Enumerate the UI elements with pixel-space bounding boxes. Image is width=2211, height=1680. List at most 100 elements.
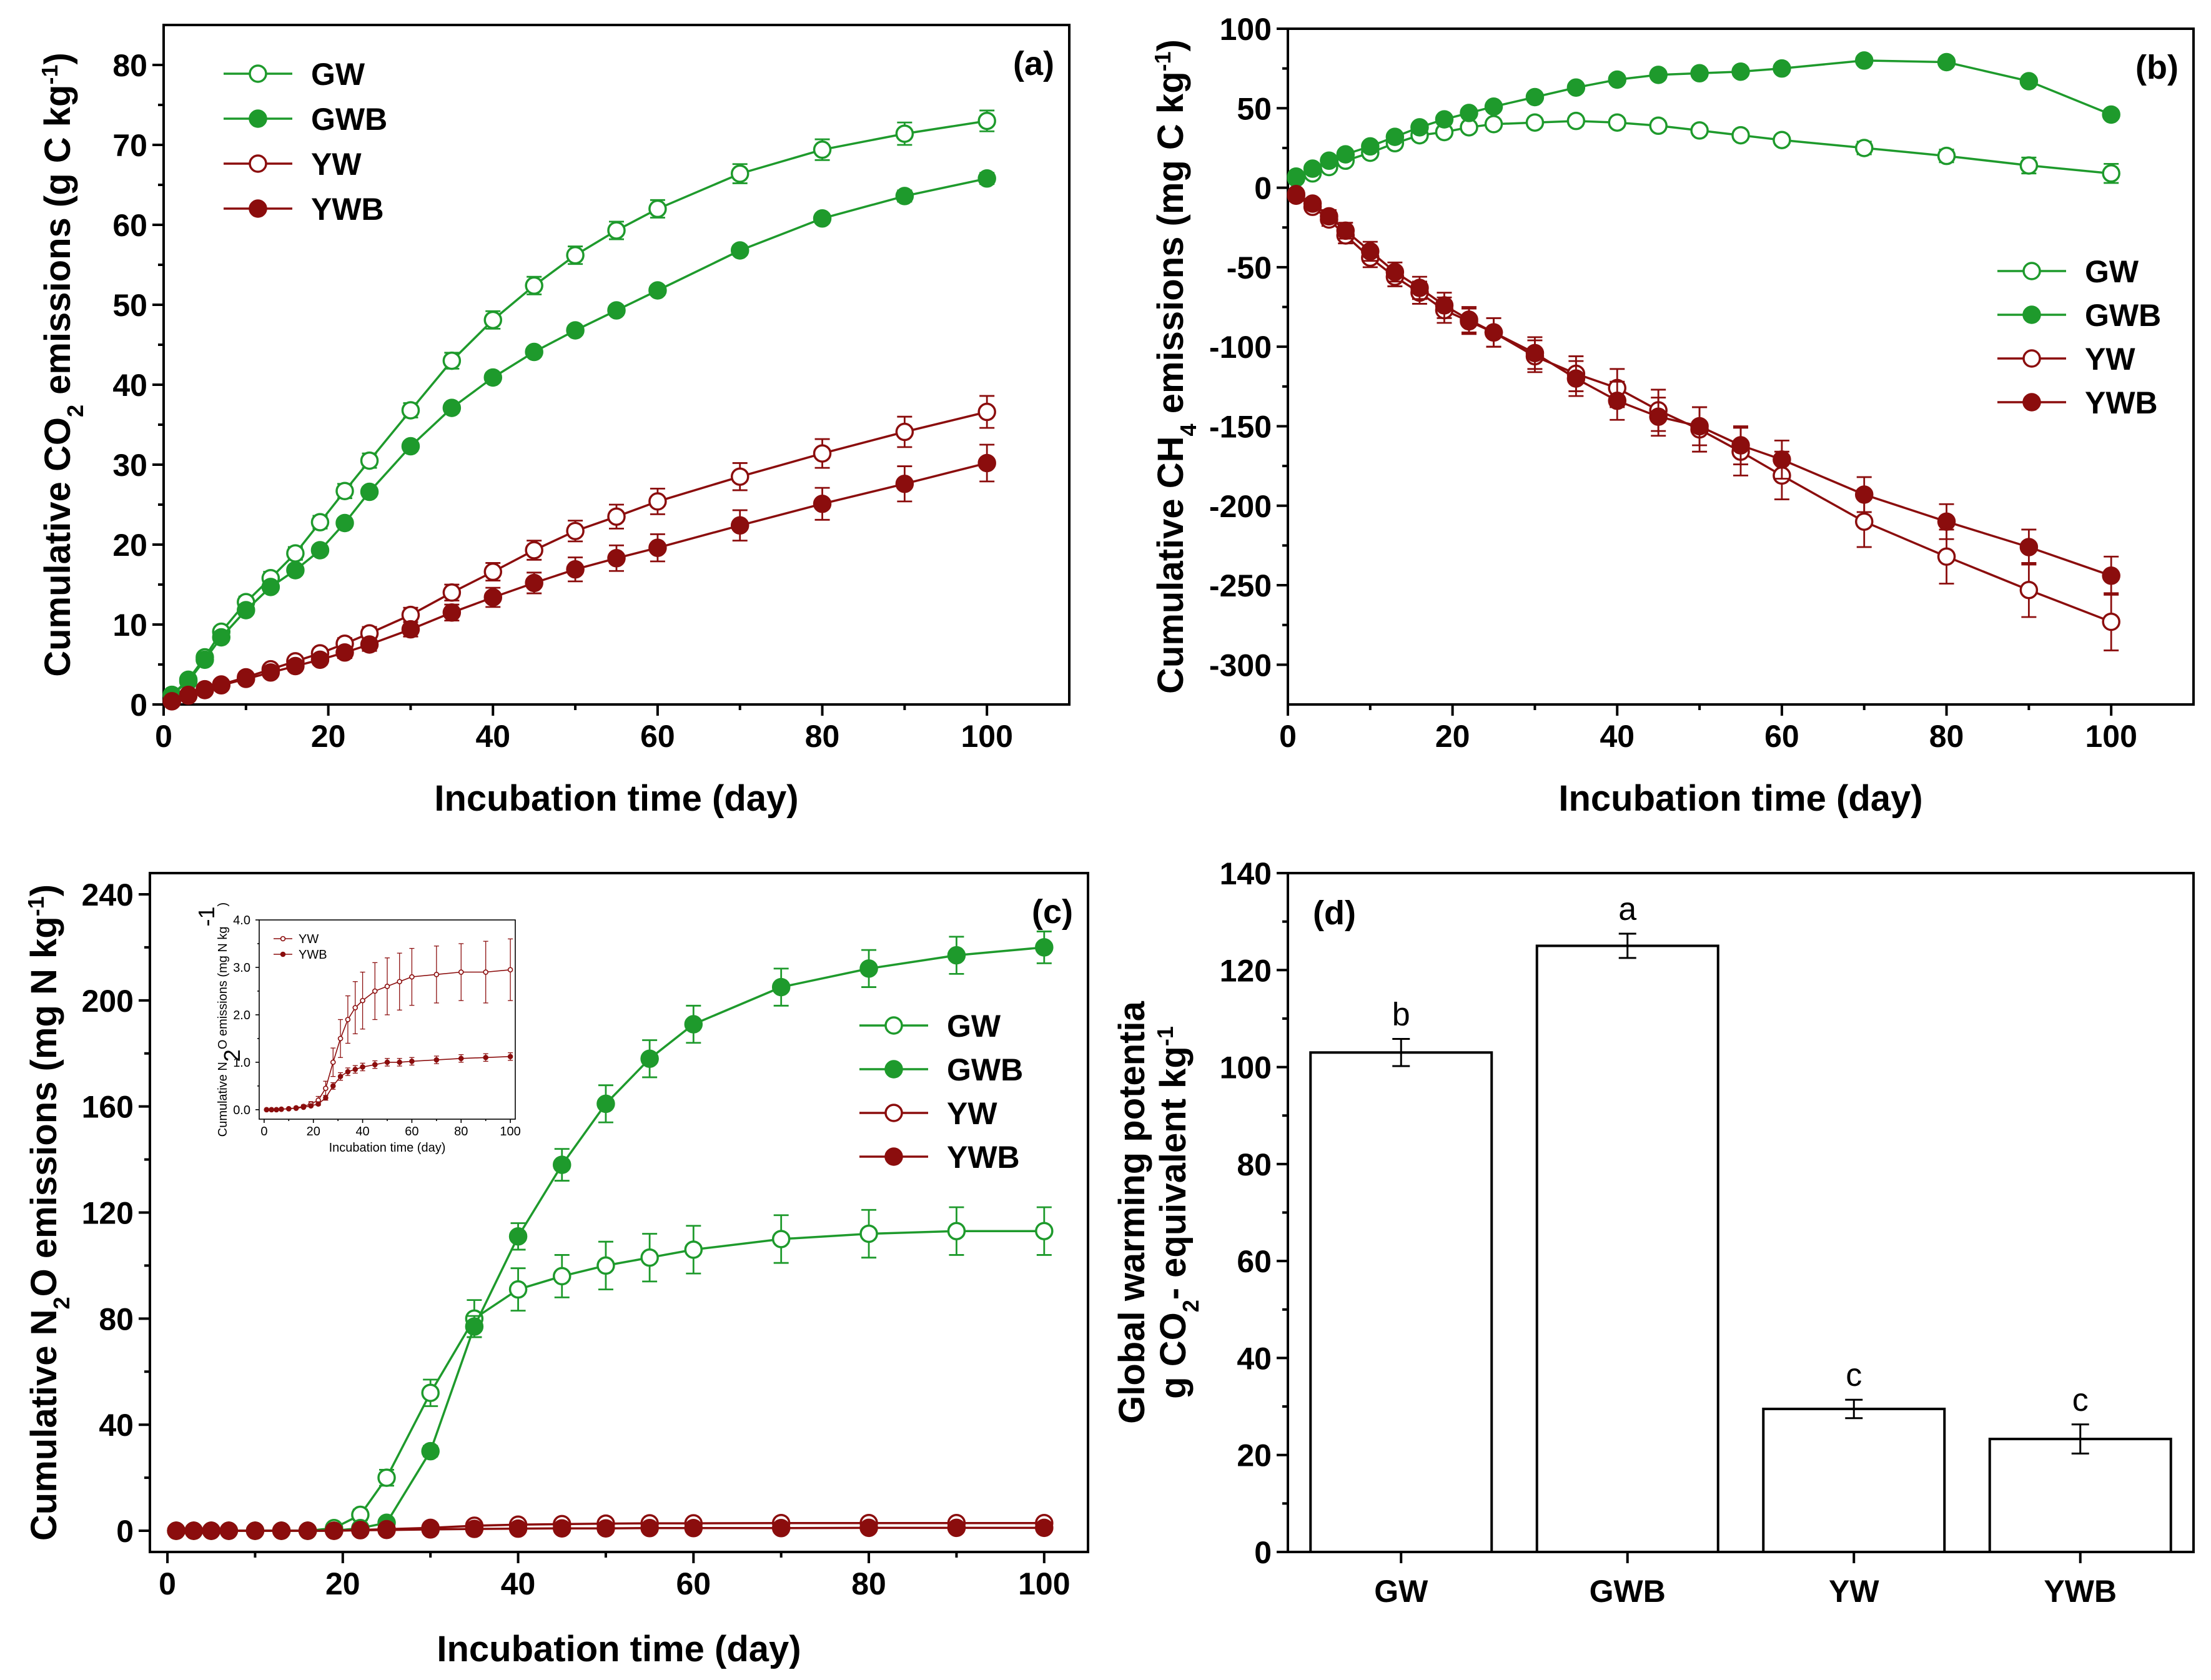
y-tick-label: 0 (1254, 1535, 1272, 1570)
y-axis-title-part-4: ) (24, 884, 64, 896)
bar (1535, 944, 1719, 1553)
data-point (465, 1519, 484, 1538)
legend-marker (2022, 305, 2041, 324)
y-tick-label: 80 (1237, 1147, 1272, 1182)
data-point (335, 643, 354, 662)
legend-label: YW (299, 932, 319, 946)
data-point (1410, 118, 1429, 137)
data-point (1035, 938, 1054, 957)
data-point (566, 560, 585, 579)
bar-ywb: c YWB (1988, 1382, 2172, 1609)
y-tick-label: 200 (82, 984, 134, 1019)
data-point (1731, 126, 1750, 145)
data-point (1608, 113, 1627, 132)
data-point (202, 1521, 221, 1540)
x-tick-label: 0 (155, 719, 172, 754)
series-ywb (264, 1052, 513, 1113)
legend-marker (2022, 393, 2041, 412)
data-point (1287, 167, 1305, 186)
data-point (310, 650, 330, 670)
panel-label: (a) (1013, 45, 1054, 82)
legend: GW GWB YW YWB (1997, 254, 2161, 420)
y-axis-title: Cumulative N2O emissions (mg N kg-1) (194, 902, 245, 1137)
x-axis-title: Incubation time (day) (1558, 778, 1922, 819)
y-axis-title-sup: -1 (37, 65, 62, 85)
data-point (195, 650, 214, 670)
y-axis-title: Cumulative N2O emissions (mg N kg-1) (23, 884, 74, 1541)
data-point (507, 1054, 513, 1060)
y-axis-title-part-0: Cumulative N (24, 1309, 64, 1541)
data-point (335, 513, 354, 533)
significance-letter: a (1618, 891, 1636, 927)
data-point (508, 1280, 528, 1299)
data-point (286, 561, 305, 580)
data-point (1525, 343, 1545, 363)
data-point (684, 1519, 703, 1538)
legend-label: GWB (947, 1052, 1023, 1087)
y-tick-label: 40 (1237, 1341, 1272, 1376)
y-axis-title-part-2: O emissions (mg N kg (216, 926, 230, 1049)
data-point (421, 1441, 440, 1461)
data-point (2019, 538, 2039, 556)
data-point (377, 1521, 396, 1539)
data-point (1484, 115, 1503, 134)
x-tick-label: 60 (1764, 719, 1799, 754)
y-tick-label: 10 (112, 608, 147, 643)
data-point (771, 977, 791, 997)
data-point (442, 398, 462, 417)
data-point (1608, 70, 1627, 89)
data-point (2102, 105, 2120, 124)
data-point (337, 1035, 344, 1042)
data-point (465, 1317, 484, 1336)
data-point (1484, 323, 1503, 342)
y-axis-title-text: Cumulative CH4 emissions (mg C kg-1) (1150, 39, 1201, 694)
data-point (1690, 64, 1709, 83)
panel-label: (b) (2135, 49, 2179, 86)
y-tick-label: 60 (112, 208, 147, 243)
y-axis-title-part-4: ) (216, 902, 230, 907)
data-point (1649, 66, 1668, 84)
legend-marker (280, 936, 286, 942)
data-point (596, 1519, 615, 1538)
bar (1762, 1407, 1946, 1554)
data-point (1854, 51, 1874, 70)
x-tick-label: 80 (1929, 719, 1964, 754)
y-tick-label: -250 (1209, 568, 1272, 603)
series-yw (264, 938, 513, 1113)
data-point (323, 1095, 329, 1101)
data-point (859, 1224, 878, 1243)
data-point (421, 1520, 440, 1539)
y-axis-title-line1: Global warming potentia (1112, 1001, 1152, 1423)
chart-a: 0 20 40 60 80 10001020304050607080Incubation … (37, 24, 1071, 819)
data-point (607, 507, 626, 526)
y-tick-label: 30 (112, 448, 147, 483)
data-point (397, 979, 403, 985)
series-gwb (162, 169, 996, 704)
series-ywb (162, 443, 996, 711)
data-point (1460, 310, 1478, 329)
data-point (245, 1521, 265, 1540)
x-tick-label: 0 (260, 1125, 267, 1139)
data-point (525, 276, 543, 295)
legend-marker (2022, 262, 2041, 280)
legend-label: YW (947, 1096, 997, 1131)
data-point (345, 1017, 351, 1022)
data-point (483, 1054, 488, 1060)
data-point (566, 321, 585, 340)
data-point (401, 437, 420, 456)
data-point (1484, 97, 1503, 116)
data-point (384, 984, 390, 989)
data-point (269, 1107, 275, 1113)
y-axis-title-sub: 2 (49, 1297, 74, 1309)
legend-label: YW (311, 147, 362, 182)
data-point (377, 1468, 396, 1487)
data-point (2102, 566, 2120, 585)
data-point (813, 494, 832, 513)
bar (1309, 1051, 1493, 1553)
x-axis-title: Incubation time (day) (437, 1629, 801, 1669)
data-point (1361, 137, 1380, 156)
data-point (1320, 151, 1338, 170)
data-point (1690, 121, 1709, 140)
data-point (372, 988, 378, 994)
